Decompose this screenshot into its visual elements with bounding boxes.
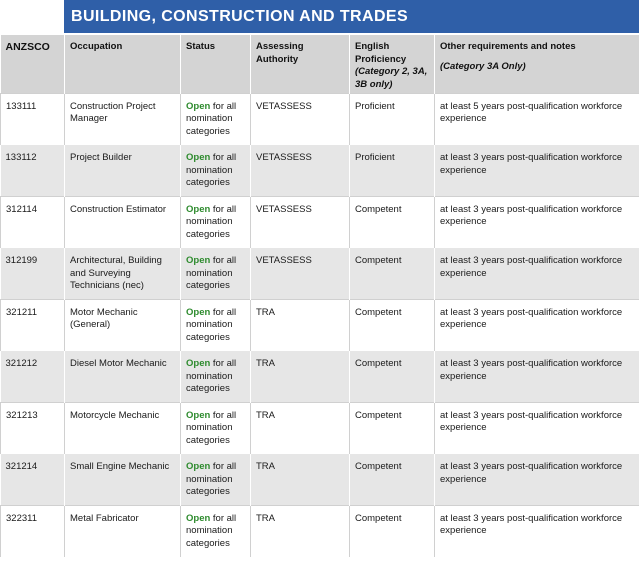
occupation-cell: Motorcycle Mechanic [64,401,181,454]
header-authority: Assessing Authority [250,35,350,93]
english-cell: Competent [349,401,435,454]
table-row: 321213 Motorcycle Mechanic Open for all no… [0,401,639,454]
table-row: 321214 Small Engine Mechanic Open for all … [0,453,639,505]
status-rest-label: for all nomination categories [186,100,237,137]
authority-cell: TRA [250,504,350,557]
status-open-label: Open [186,203,211,215]
status-rest-label: for all nomination categories [186,255,237,291]
status-open-label: Open [186,409,211,421]
anzsco-cell: 321211 [0,298,65,351]
english-cell: Competent [349,350,435,402]
english-cell: Competent [349,247,435,299]
status-rest-label: for all nomination categories [186,512,237,549]
authority-cell: TRA [250,401,350,454]
status-rest-label: for all nomination categories [186,461,237,497]
authority-cell: TRA [250,350,350,402]
anzsco-cell: 321212 [0,350,65,402]
header-english-label: English Proficiency [355,41,407,65]
header-notes-label: Other requirements and notes [440,41,576,52]
table-row: 312114 Construction Estimator Open for all… [0,195,639,248]
occupation-cell: Construction Estimator [64,195,181,248]
authority-cell: VETASSESS [250,195,350,248]
anzsco-cell: 312199 [0,247,65,299]
anzsco-cell: 133112 [0,144,65,196]
status-cell: Open for all nomination categories [180,401,251,454]
table-row: 322311 Metal Fabricator Open for all nomin… [0,504,639,557]
notes-cell: at least 3 years post-qualification work… [434,247,639,299]
notes-cell: at least 5 years post-qualification work… [434,92,639,145]
status-rest-label: for all nomination categories [186,152,237,188]
status-open-label: Open [186,255,211,266]
english-cell: Competent [349,298,435,351]
authority-cell: VETASSESS [250,92,350,145]
notes-cell: at least 3 years post-qualification work… [434,298,639,351]
notes-cell: at least 3 years post-qualification work… [434,504,639,557]
notes-cell: at least 3 years post-qualification work… [434,401,639,454]
status-rest-label: for all nomination categories [186,306,237,343]
status-cell: Open for all nomination categories [180,195,251,248]
banner-spacer [0,0,64,33]
authority-cell: TRA [250,298,350,351]
status-cell: Open for all nomination categories [180,92,251,145]
status-open-label: Open [186,100,211,112]
status-cell: Open for all nomination categories [180,144,251,196]
status-open-label: Open [186,152,211,163]
notes-cell: at least 3 years post-qualification work… [434,144,639,196]
notes-cell: at least 3 years post-qualification work… [434,195,639,248]
header-status: Status [180,35,251,93]
authority-cell: VETASSESS [250,144,350,196]
status-cell: Open for all nomination categories [180,453,251,505]
authority-cell: VETASSESS [250,247,350,299]
status-open-label: Open [186,306,211,318]
occupation-cell: Architectural, Building and Surveying Te… [64,247,181,299]
status-cell: Open for all nomination categories [180,298,251,351]
table-body: 133111 Construction Project Manager Open f… [0,92,639,557]
status-cell: Open for all nomination categories [180,350,251,402]
occupation-table: ANZSCO Occupation Status Assessing Autho… [0,35,639,557]
english-cell: Proficient [349,144,435,196]
table-row: 133111 Construction Project Manager Open f… [0,92,639,145]
table-row: 321212 Diesel Motor Mechanic Open for all … [0,350,639,402]
status-rest-label: for all nomination categories [186,409,237,446]
header-notes: Other requirements and notes (Category 3… [434,35,639,93]
anzsco-cell: 321214 [0,453,65,505]
header-english: English Proficiency (Category 2, 3A, 3B … [349,35,435,93]
section-banner: BUILDING, CONSTRUCTION AND TRADES [0,0,639,33]
status-open-label: Open [186,358,211,369]
status-cell: Open for all nomination categories [180,504,251,557]
notes-cell: at least 3 years post-qualification work… [434,350,639,402]
english-cell: Competent [349,453,435,505]
header-occupation: Occupation [64,35,181,93]
header-anzsco: ANZSCO [0,35,65,93]
anzsco-cell: 322311 [0,504,65,557]
english-cell: Proficient [349,92,435,145]
header-notes-sub: (Category 3A Only) [440,60,526,72]
status-open-label: Open [186,461,211,472]
anzsco-cell: 133111 [0,92,65,145]
table-row: 321211 Motor Mechanic (General) Open for a… [0,298,639,351]
occupation-cell: Construction Project Manager [64,92,181,145]
status-open-label: Open [186,512,211,524]
occupation-cell: Small Engine Mechanic [64,453,181,505]
occupation-cell: Project Builder [64,144,181,196]
table-row: 133112 Project Builder Open for all nomina… [0,144,639,196]
occupation-cell: Motor Mechanic (General) [64,298,181,351]
english-cell: Competent [349,504,435,557]
section-title: BUILDING, CONSTRUCTION AND TRADES [64,0,639,33]
table-header-row: ANZSCO Occupation Status Assessing Autho… [0,35,639,93]
header-english-sub: (Category 2, 3A, 3B only) [355,66,428,90]
english-cell: Competent [349,195,435,248]
status-rest-label: for all nomination categories [186,358,237,394]
table-row: 312199 Architectural, Building and Survey… [0,247,639,299]
occupation-cell: Metal Fabricator [64,504,181,557]
status-rest-label: for all nomination categories [186,203,237,240]
anzsco-cell: 312114 [0,195,65,248]
status-cell: Open for all nomination categories [180,247,251,299]
notes-cell: at least 3 years post-qualification work… [434,453,639,505]
anzsco-cell: 321213 [0,401,65,454]
authority-cell: TRA [250,453,350,505]
occupation-cell: Diesel Motor Mechanic [64,350,181,402]
